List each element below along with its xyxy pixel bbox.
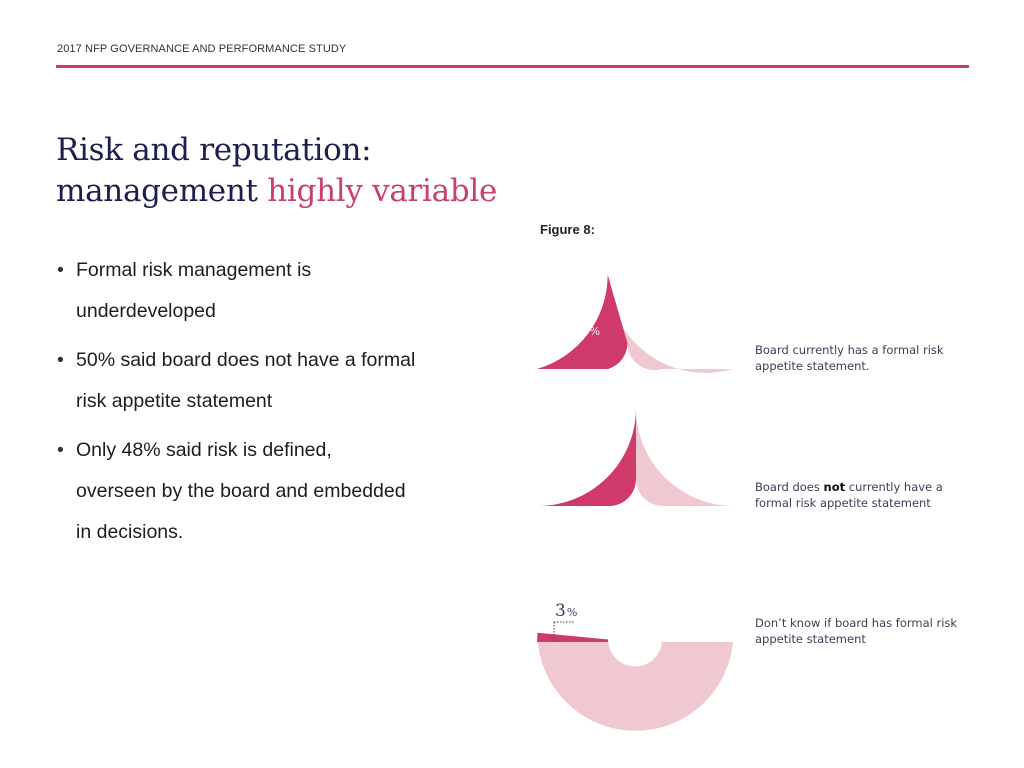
half-donut-chart: 50% Board does not currently have a formal… — [538, 408, 943, 510]
value-slice — [537, 632, 609, 642]
data-label: 3% — [555, 601, 577, 621]
chart-caption-line: Board currently has a formal risk — [755, 343, 944, 357]
bullet-item: Only 48% said risk is defined, overseen … — [56, 430, 416, 553]
data-value: 41 — [567, 320, 589, 340]
bullet-item: 50% said board does not have a formal ri… — [56, 340, 416, 422]
bullet-item: Formal risk management is underdeveloped — [56, 250, 416, 332]
data-value: 50 — [568, 457, 590, 477]
remaining-slice — [607, 274, 733, 373]
data-value: 3 — [555, 601, 566, 621]
data-unit: % — [590, 325, 600, 338]
slice-pointer — [604, 332, 622, 348]
leader-line — [553, 621, 575, 641]
bullet-list: Formal risk management is underdeveloped… — [56, 250, 416, 561]
half-donut-chart: 41% Board currently has a formal risk appe… — [537, 274, 944, 373]
header-divider — [56, 65, 969, 68]
remaining-slice — [537, 632, 733, 731]
chart-caption-line: Don’t know if board has formal risk — [755, 616, 957, 630]
figure-label: Figure 8: — [540, 222, 595, 237]
value-slice — [538, 408, 636, 506]
slide-title-highlight: highly variable — [267, 173, 498, 209]
value-slice — [537, 274, 628, 369]
slide-title: Risk and reputation: management highly v… — [56, 130, 497, 212]
slice-pointer — [613, 465, 630, 482]
chart-caption-line: Board does not currently have a — [755, 480, 943, 494]
slide-title-line2-part1: management — [56, 173, 258, 209]
data-label: 41% — [567, 320, 600, 340]
data-unit: % — [567, 606, 577, 619]
data-unit: % — [591, 462, 601, 475]
chart-caption-line: formal risk appetite statement — [755, 496, 931, 510]
chart-caption-line: appetite statement — [755, 632, 866, 646]
half-donut-chart: 3% Don’t know if board has formal risk app… — [537, 601, 957, 731]
remaining-slice — [636, 408, 734, 506]
header-title: 2017 NFP GOVERNANCE AND PERFORMANCE STUD… — [57, 43, 347, 55]
slide-title-line1: Risk and reputation: — [56, 132, 372, 168]
data-label: 50% — [568, 457, 601, 477]
chart-caption-line: appetite statement. — [755, 359, 870, 373]
